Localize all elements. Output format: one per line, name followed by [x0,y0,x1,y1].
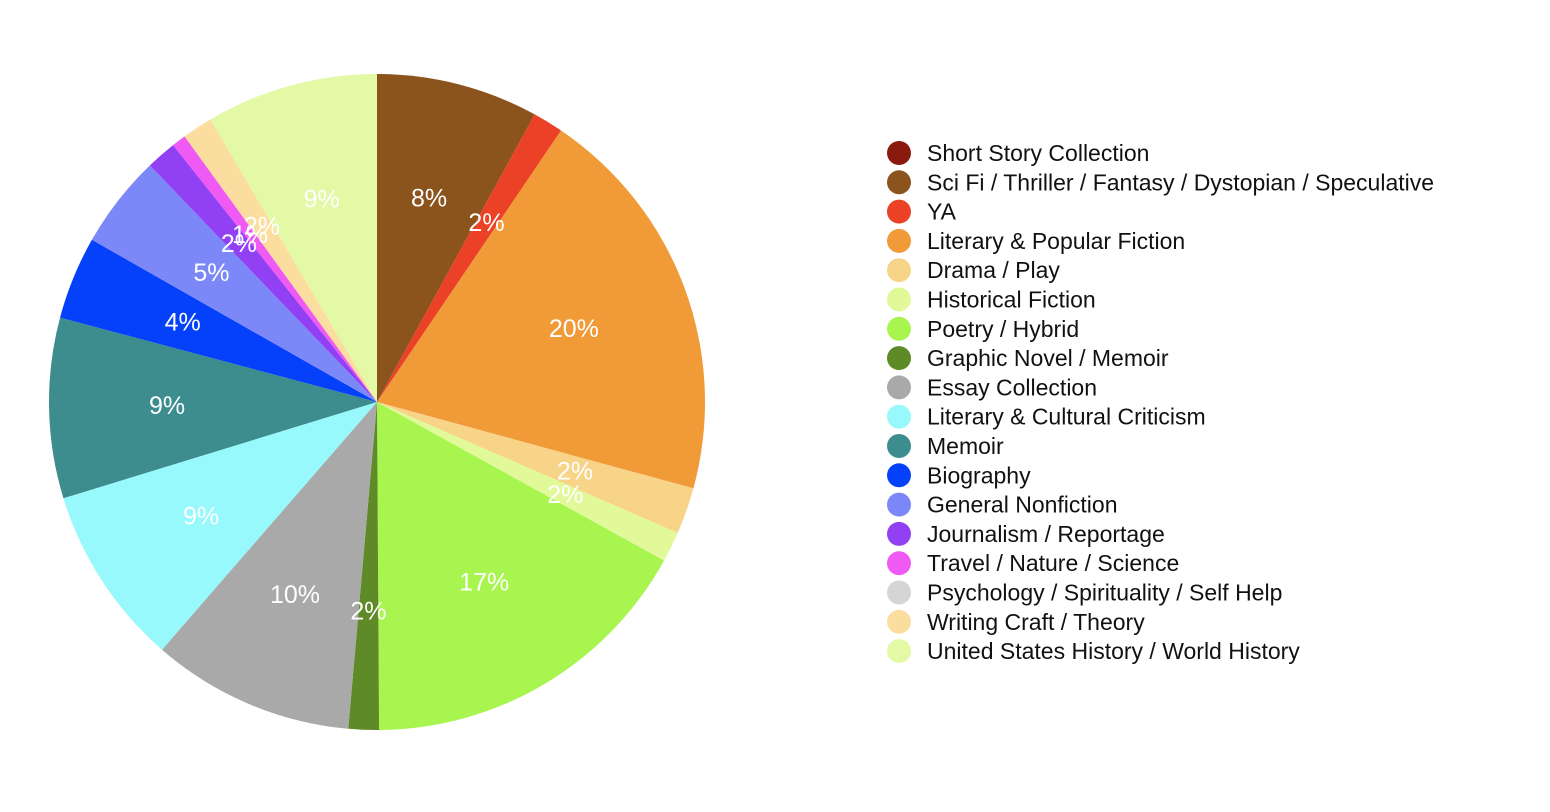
legend-item-memoir: Memoir [887,433,1004,459]
legend-swatch [887,170,911,195]
legend-swatch [887,316,911,341]
pie-slice-historical-fiction [377,402,678,561]
slice-label-united-states-history-world-history: 9% [304,186,340,214]
legend-swatch [887,404,911,429]
pie-slice-travel-nature-science [173,136,377,402]
slice-label-journalism-reportage: 2% [221,230,257,258]
slice-label-memoir: 9% [149,392,185,420]
slice-label-literary-cultural-criticism: 9% [183,503,219,531]
slice-label-poetry-hybrid: 17% [459,569,509,597]
pie-slice-literary-cultural-criticism [63,402,377,650]
pie-slice-labels: 8%2%20%2%2%17%2%10%9%9%4%5%2%1%2%9% [149,185,599,626]
slice-label-biography: 4% [165,308,201,336]
pie-slice-ya [377,114,562,402]
legend-label: Writing Craft / Theory [927,609,1145,635]
pie-slice-biography [60,239,377,402]
legend-item-sci-fi-thriller-fantasy-dystopian-speculative: Sci Fi / Thriller / Fantasy / Dystopian … [887,169,1434,195]
slice-label-graphic-novel-memoir: 2% [350,598,386,626]
slice-label-essay-collection: 10% [270,581,320,609]
legend-label: General Nonfiction [927,492,1118,518]
legend: Short Story Collection Sci Fi / Thriller … [887,140,1434,664]
slice-label-drama-play: 2% [557,458,593,486]
slice-label-historical-fiction: 2% [547,481,583,509]
legend-label: Poetry / Hybrid [927,316,1079,342]
legend-item-united-states-history-world-history: United States History / World History [887,638,1300,664]
legend-label: Drama / Play [927,257,1060,283]
legend-label: Essay Collection [927,374,1097,400]
pie-slice-poetry-hybrid [377,402,665,730]
legend-swatch [887,521,911,546]
slice-label-sci-fi-thriller-fantasy-dystopian-speculative: 8% [411,185,447,213]
legend-swatch [887,551,911,576]
legend-label: Graphic Novel / Memoir [927,345,1169,371]
legend-label: Psychology / Spirituality / Self Help [927,580,1282,606]
legend-label: Journalism / Reportage [927,521,1165,547]
legend-item-literary-popular-fiction: Literary & Popular Fiction [887,228,1185,254]
legend-label: Sci Fi / Thriller / Fantasy / Dystopian … [927,169,1434,195]
legend-item-psychology-spirituality-self-help: Psychology / Spirituality / Self Help [887,580,1282,606]
pie-slice-memoir [48,317,377,499]
slice-label-writing-craft-theory: 2% [244,212,280,240]
pie-slice-writing-craft-theory [184,119,377,402]
legend-item-historical-fiction: Historical Fiction [887,287,1096,313]
legend-label: Biography [927,462,1031,488]
pie-slice-drama-play [377,402,694,533]
legend-item-general-nonfiction: General Nonfiction [887,492,1118,518]
legend-swatch [887,609,911,634]
legend-label: Travel / Nature / Science [927,550,1179,576]
legend-swatch [887,434,911,458]
legend-swatch [887,580,911,605]
legend-swatch [887,463,911,488]
slice-label-travel-nature-science: 1% [232,221,268,249]
pie-slice-literary-popular-fiction [377,130,705,489]
legend-swatch [887,375,911,400]
pie-slice-general-nonfiction [91,165,378,402]
legend-swatch [887,258,911,283]
legend-label: Literary & Popular Fiction [927,228,1185,254]
pie-slice-essay-collection [161,402,377,729]
pie-slices [48,74,705,730]
pie-slice-united-states-history-world-history [210,74,377,402]
legend-item-travel-nature-science: Travel / Nature / Science [887,550,1179,576]
legend-item-journalism-reportage: Journalism / Reportage [887,521,1165,547]
legend-swatch [887,141,911,165]
legend-label: Literary & Cultural Criticism [927,404,1206,430]
slice-label-general-nonfiction: 5% [193,259,229,287]
legend-item-ya: YA [887,199,957,225]
legend-item-drama-play: Drama / Play [887,257,1060,283]
legend-swatch [887,492,911,517]
legend-item-short-story-collection: Short Story Collection [887,140,1149,166]
legend-label: United States History / World History [927,638,1300,664]
legend-item-biography: Biography [887,462,1031,488]
pie-slice-graphic-novel-memoir [348,402,380,730]
legend-swatch [887,639,911,664]
legend-item-writing-craft-theory: Writing Craft / Theory [887,609,1145,635]
slice-label-ya: 2% [468,209,504,237]
legend-label: YA [927,199,957,225]
legend-label: Short Story Collection [927,140,1149,166]
legend-swatch [887,287,911,312]
legend-swatch [887,228,911,253]
legend-item-literary-cultural-criticism: Literary & Cultural Criticism [887,404,1206,430]
legend-swatch [887,346,911,371]
legend-item-poetry-hybrid: Poetry / Hybrid [887,316,1079,342]
pie-slice-sci-fi-thriller-fantasy-dystopian-speculative [377,74,535,402]
slice-label-literary-popular-fiction: 20% [549,315,599,343]
legend-item-essay-collection: Essay Collection [887,374,1097,400]
legend-swatch [887,199,911,224]
pie-slice-journalism-reportage [149,145,377,402]
legend-label: Memoir [927,433,1004,459]
legend-item-graphic-novel-memoir: Graphic Novel / Memoir [887,345,1169,371]
legend-label: Historical Fiction [927,287,1096,313]
